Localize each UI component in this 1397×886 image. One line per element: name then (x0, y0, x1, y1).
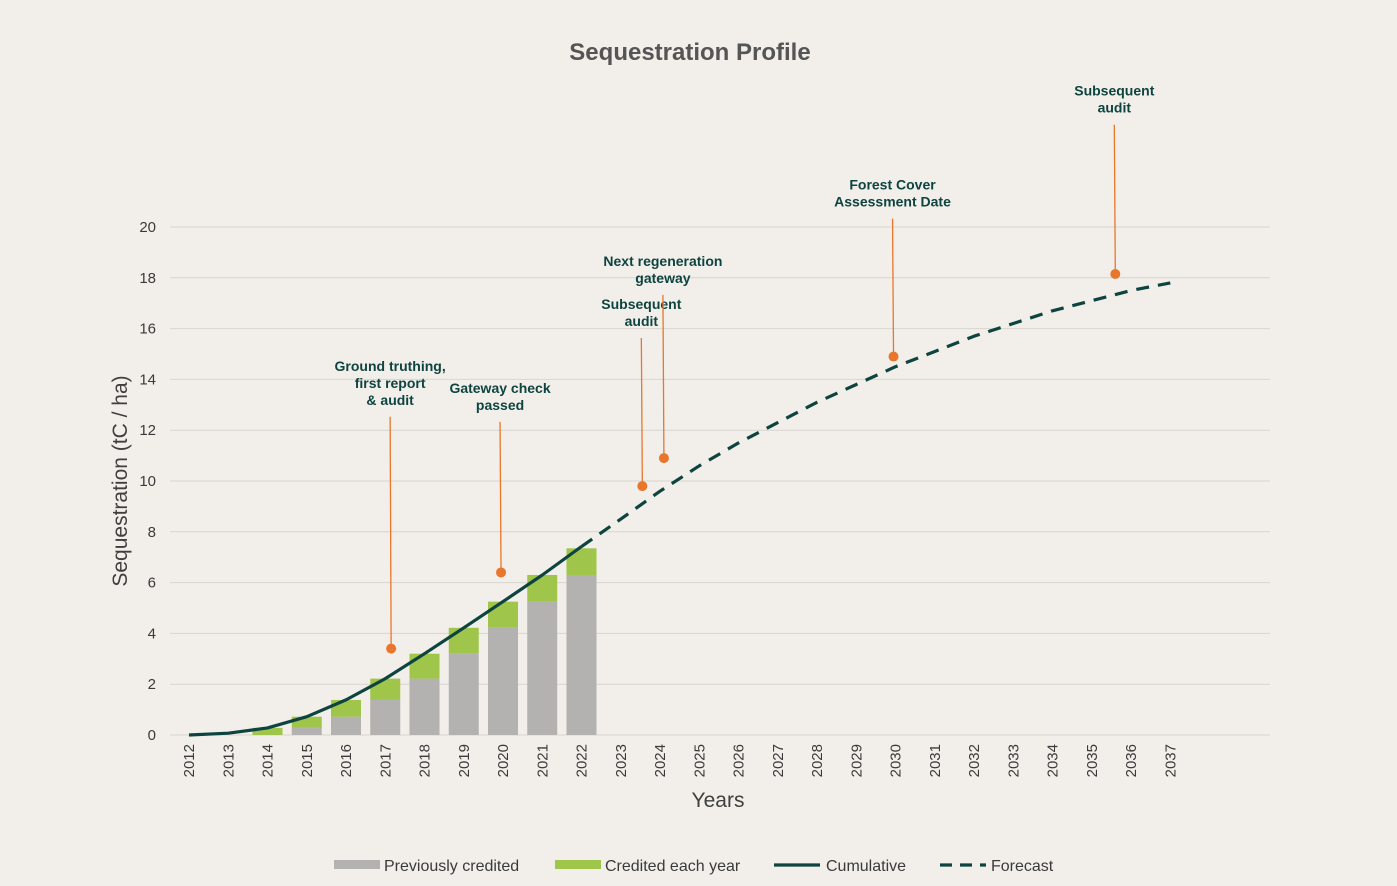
x-tick-2022: 2022 (574, 744, 591, 777)
annotation-leader-0 (389, 416, 392, 649)
x-tick-2020: 2020 (495, 744, 512, 777)
y-tick-2: 2 (148, 676, 156, 693)
bar-credited-each-year-2018 (409, 653, 440, 679)
annotation-label-3-0: Next regeneration (603, 253, 722, 269)
y-tick-0: 0 (148, 727, 156, 744)
legend-previously-credited-swatch (334, 860, 380, 869)
x-tick-2026: 2026 (731, 744, 748, 777)
x-tick-2028: 2028 (809, 744, 826, 777)
y-tick-10: 10 (139, 473, 156, 490)
x-tick-2014: 2014 (260, 744, 277, 777)
x-tick-2031: 2031 (927, 744, 944, 777)
bar-credited-each-year-2015 (291, 716, 322, 728)
x-tick-2030: 2030 (888, 744, 905, 777)
x-tick-2012: 2012 (181, 744, 198, 777)
y-tick-14: 14 (139, 371, 156, 388)
x-tick-2029: 2029 (848, 744, 865, 777)
x-tick-2017: 2017 (377, 744, 394, 777)
annotation-label-2-1: audit (625, 313, 659, 329)
annotation-leader-3 (662, 294, 665, 459)
x-tick-2027: 2027 (770, 744, 787, 777)
annotation-marker-3 (658, 453, 669, 464)
bar-credited-each-year-2017 (370, 678, 401, 700)
annotation-marker-0 (386, 643, 397, 654)
legend-forecast-label: Forecast (991, 858, 1054, 875)
y-tick-4: 4 (148, 625, 156, 642)
bar-previously-credited-2021 (527, 601, 558, 735)
series-line-cumulative (188, 545, 583, 737)
y-tick-6: 6 (148, 575, 156, 592)
y-tick-8: 8 (148, 524, 156, 541)
x-tick-2035: 2035 (1084, 744, 1101, 777)
annotations: Ground truthing,first report& audit Gatew… (335, 83, 1155, 654)
annotation-label-3-1: gateway (635, 270, 690, 286)
x-tick-2015: 2015 (299, 744, 316, 777)
annotation-leader-4 (891, 218, 895, 357)
series-lines (188, 281, 1171, 737)
bar-credited-each-year-2014 (252, 727, 283, 735)
y-tick-18: 18 (139, 270, 156, 287)
bar-previously-credited-2015 (291, 727, 322, 735)
chart-title: Sequestration Profile (569, 39, 810, 66)
bar-credited-each-year-2021 (527, 574, 558, 602)
legend-credited-each-year-label: Credited each year (605, 858, 741, 875)
annotation-marker-4 (888, 351, 899, 362)
annotation-label-1-1: passed (476, 397, 524, 413)
annotation-label-0-1: first report (355, 375, 426, 391)
annotation-label-4-0: Forest Cover (849, 177, 936, 193)
x-tick-2016: 2016 (338, 744, 355, 777)
annotation-label-0-2: & audit (366, 392, 414, 408)
x-tick-2019: 2019 (456, 744, 473, 777)
x-axis-label: Years (692, 789, 745, 812)
annotation-marker-1 (496, 567, 507, 578)
bar-previously-credited-2022 (566, 574, 597, 735)
annotation-label-0-0: Ground truthing, (335, 358, 446, 374)
legend: Previously credited Credited each year Cum… (334, 858, 1054, 875)
bar-previously-credited-2020 (488, 627, 518, 735)
x-tick-2036: 2036 (1123, 744, 1140, 777)
y-tick-12: 12 (139, 422, 156, 439)
annotation-label-4-1: Assessment Date (834, 194, 951, 210)
x-tick-2018: 2018 (417, 744, 434, 777)
x-tick-2024: 2024 (652, 744, 669, 777)
y-tick-labels: 0 2 4 6 8 10 12 14 16 18 20 (139, 219, 156, 744)
bar-previously-credited-2018 (409, 678, 440, 735)
bar-credited-each-year-2019 (448, 627, 479, 654)
legend-cumulative-label: Cumulative (826, 858, 906, 875)
y-tick-16: 16 (139, 321, 156, 338)
x-tick-2025: 2025 (691, 744, 708, 777)
bar-previously-credited-2016 (331, 716, 361, 735)
x-tick-2034: 2034 (1045, 744, 1062, 777)
annotation-label-1-0: Gateway check (449, 380, 550, 396)
bars (252, 548, 597, 735)
annotation-leader-2 (640, 338, 643, 487)
annotation-label-5-0: Subsequent (1074, 83, 1154, 99)
x-tick-2037: 2037 (1162, 744, 1179, 777)
annotation-label-5-1: audit (1098, 100, 1132, 116)
y-axis-label: Sequestration (tC / ha) (109, 375, 132, 586)
bar-credited-each-year-2020 (488, 601, 518, 628)
annotation-marker-2 (637, 481, 648, 492)
annotation-marker-5 (1110, 268, 1121, 279)
annotation-leader-5 (1113, 124, 1116, 274)
x-tick-2033: 2033 (1005, 744, 1022, 777)
x-tick-labels: 2012 2013 2014 2015 2016 2017 2018 2019 2020 2021… (181, 744, 1179, 777)
legend-previously-credited-label: Previously credited (384, 858, 519, 875)
y-tick-20: 20 (139, 219, 156, 236)
x-tick-2013: 2013 (220, 744, 237, 777)
annotation-label-2-0: Subsequent (601, 296, 681, 312)
annotation-leader-1 (499, 421, 502, 573)
bar-previously-credited-2017 (370, 699, 401, 735)
series-line-forecast (580, 281, 1171, 548)
x-tick-2032: 2032 (966, 744, 983, 777)
bar-previously-credited-2019 (448, 653, 479, 735)
x-tick-2023: 2023 (613, 744, 630, 777)
bar-credited-each-year-2016 (331, 699, 361, 717)
legend-credited-each-year-swatch (555, 860, 601, 869)
x-tick-2021: 2021 (534, 744, 551, 777)
gridlines (170, 226, 1270, 736)
